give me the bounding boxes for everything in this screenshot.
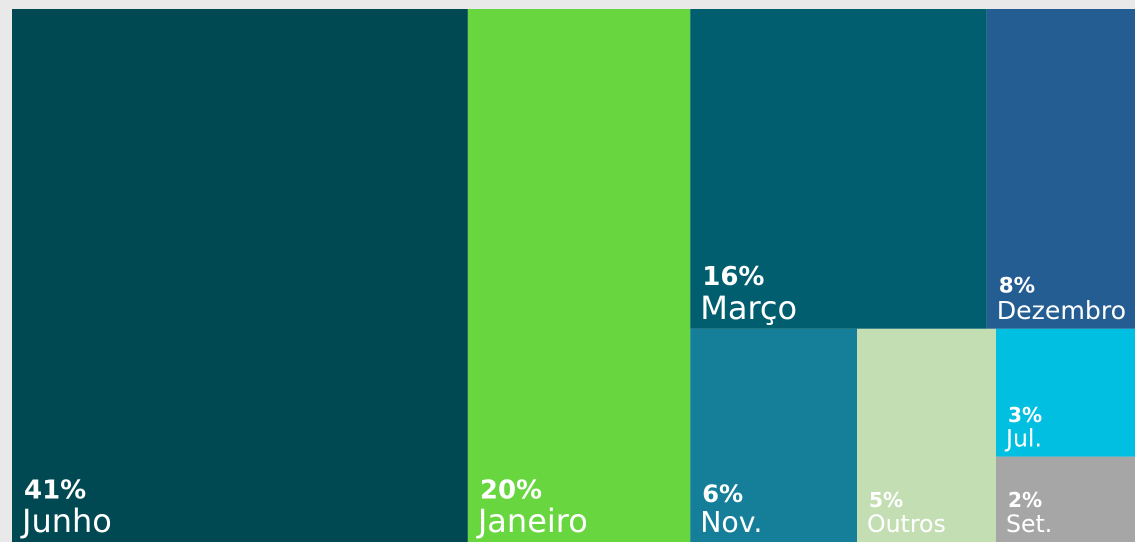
category-label: Março [700, 289, 797, 327]
treemap-tile [986, 9, 1135, 329]
treemap-tile [690, 328, 858, 542]
category-label: Nov. [700, 506, 762, 539]
category-label: Outros [867, 510, 946, 538]
value-label: 6% [702, 480, 743, 508]
value-label: 2% [1008, 488, 1042, 512]
category-label: Set. [1006, 510, 1052, 538]
value-label: 16% [702, 262, 764, 292]
treemap-tile [857, 328, 997, 542]
value-label: 3% [1008, 403, 1042, 427]
treemap-tile [12, 9, 468, 542]
value-label: 8% [999, 273, 1035, 298]
category-label: Janeiro [476, 502, 588, 540]
treemap-tile [996, 456, 1135, 542]
category-label: Jul. [1004, 425, 1042, 453]
value-label: 20% [480, 475, 542, 505]
value-label: 5% [869, 488, 903, 512]
value-label: 41% [24, 475, 86, 505]
category-label: Junho [20, 502, 112, 540]
treemap-tile [690, 9, 987, 329]
category-label: Dezembro [997, 296, 1126, 325]
treemap-tile [467, 9, 691, 542]
treemap-tile [996, 328, 1135, 457]
